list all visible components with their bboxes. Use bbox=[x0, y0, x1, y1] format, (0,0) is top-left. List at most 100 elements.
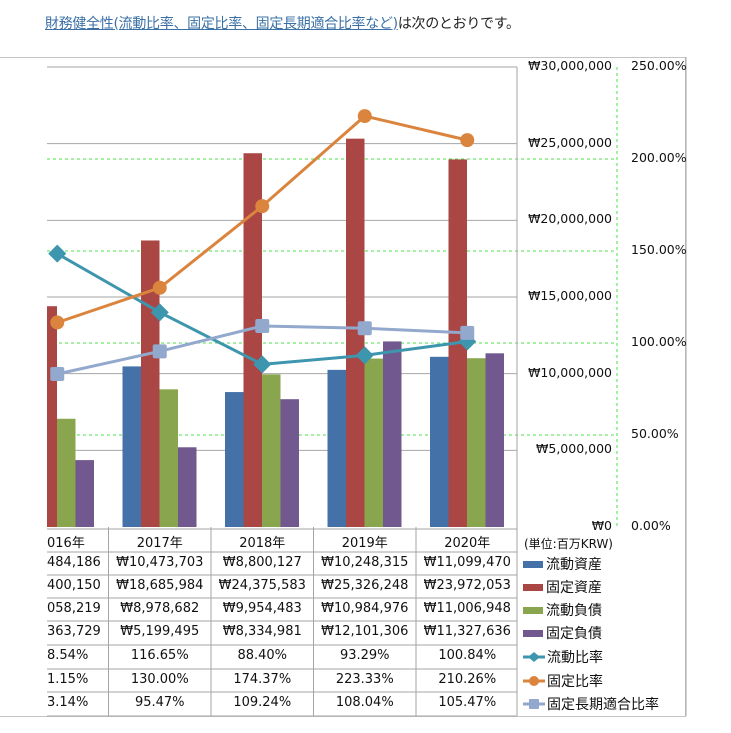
marker-circle-2017年 bbox=[152, 280, 167, 295]
marker-diamond-2019年 bbox=[355, 346, 374, 365]
legend-label: 流動資産 bbox=[546, 557, 602, 573]
table-cell: ₩8,334,981 bbox=[222, 624, 302, 639]
table-cell: ₩11,099,470 bbox=[423, 555, 511, 570]
marker-diamond-2017年 bbox=[150, 303, 169, 322]
table-cell: 363,729 bbox=[47, 624, 101, 639]
marker-square-2019年 bbox=[357, 321, 372, 336]
right-axis-tick-label: 250.00% bbox=[631, 58, 687, 73]
right-axis-tick-label: 100.00% bbox=[631, 334, 687, 349]
bar-3-2019年 bbox=[364, 358, 383, 527]
right-axis-tick-label: 50.00% bbox=[631, 426, 679, 441]
bar-2-2018年 bbox=[243, 153, 262, 527]
marker-square-2017年 bbox=[152, 344, 167, 359]
legend-item: 流動負債 bbox=[523, 600, 602, 620]
table-cell: ₩5,199,495 bbox=[120, 624, 200, 639]
table-cell: 174.37% bbox=[233, 672, 292, 687]
legend-line-diamond-icon bbox=[523, 650, 545, 664]
bar-3-2016年 bbox=[57, 418, 76, 527]
bar-3-2017年 bbox=[159, 389, 178, 527]
bar-4-2017年 bbox=[178, 447, 197, 527]
right-axis-tick-label: 150.00% bbox=[631, 242, 687, 257]
table-cell: ₩10,248,315 bbox=[321, 555, 409, 570]
legend-item: 流動比率 bbox=[523, 647, 603, 667]
bar-3-2020年 bbox=[467, 358, 486, 527]
table-cell: ₩11,006,948 bbox=[423, 601, 511, 616]
legend-line-circle-icon bbox=[523, 674, 545, 688]
table-cell: 223.33% bbox=[335, 672, 394, 687]
legend-label: 流動比率 bbox=[547, 650, 603, 666]
table-cell: ₩18,685,984 bbox=[116, 578, 204, 593]
left-axis-tick-label: ₩25,000,000 bbox=[528, 134, 612, 150]
heading-suffix: は次のとおりです。 bbox=[397, 16, 520, 32]
bar-1-2018年 bbox=[225, 392, 244, 527]
table-header-cell: 2017年 bbox=[136, 536, 183, 551]
bars-group bbox=[47, 138, 504, 528]
bar-2-2019年 bbox=[346, 138, 365, 528]
table-cell: 93.29% bbox=[339, 648, 390, 663]
left-axis-tick-label: ₩30,000,000 bbox=[528, 58, 612, 73]
table-header-cell: 016年 bbox=[47, 536, 85, 551]
legend-swatch-icon bbox=[523, 606, 543, 614]
legend-item: 固定資産 bbox=[523, 577, 602, 597]
marker-square-2018年 bbox=[255, 318, 270, 333]
table-cell: ₩8,800,127 bbox=[222, 555, 302, 570]
left-axis-tick-label: ₩10,000,000 bbox=[528, 364, 612, 380]
bar-1-2020年 bbox=[430, 356, 449, 527]
table-cell: ₩10,984,976 bbox=[321, 601, 409, 616]
legend-label: 流動負債 bbox=[546, 603, 602, 619]
table-cell: 88.40% bbox=[237, 648, 288, 663]
left-axis-tick-label: ₩15,000,000 bbox=[528, 288, 612, 303]
unit-label: (単位:百万KRW) bbox=[524, 537, 613, 551]
table-cell: 105.47% bbox=[438, 695, 497, 710]
bar-4-2020年 bbox=[485, 353, 504, 527]
left-axis-tick-label: ₩20,000,000 bbox=[528, 211, 612, 227]
bar-2-2016年 bbox=[47, 306, 57, 527]
marker-square-2016年 bbox=[50, 367, 65, 382]
bar-1-2019年 bbox=[327, 369, 346, 527]
bar-4-2019年 bbox=[383, 341, 402, 527]
legend-item: 流動資産 bbox=[523, 554, 602, 574]
bar-4-2018年 bbox=[280, 399, 299, 527]
legend-label: 固定負債 bbox=[546, 626, 602, 642]
table-cell: ₩23,972,053 bbox=[423, 578, 511, 593]
table-cell: ₩11,327,636 bbox=[423, 624, 511, 639]
marker-square-2020年 bbox=[460, 325, 475, 340]
left-axis-tick-label: ₩0 bbox=[591, 518, 612, 533]
table-cell: 8.54% bbox=[47, 648, 89, 663]
table-cell: 484,186 bbox=[47, 555, 101, 570]
legend-label: 固定長期適合比率 bbox=[547, 697, 659, 713]
table-cell: 95.47% bbox=[134, 695, 185, 710]
table-cell: ₩10,473,703 bbox=[116, 555, 204, 570]
table-cell: ₩12,101,306 bbox=[321, 624, 409, 639]
marker-diamond-2018年 bbox=[253, 355, 272, 374]
table-cell: 1.15% bbox=[47, 672, 89, 687]
table-cell: ₩8,978,682 bbox=[120, 601, 200, 616]
legend-swatch-icon bbox=[523, 560, 543, 568]
table-cell: 058,219 bbox=[47, 601, 101, 616]
legend-item: 固定負債 bbox=[523, 623, 602, 643]
right-axis-tick-label: 0.00% bbox=[631, 518, 671, 533]
financial-health-link[interactable]: 財務健全性(流動比率、固定比率、固定長期適合比率など) bbox=[45, 16, 398, 32]
marker-circle-2016年 bbox=[50, 315, 65, 330]
table-header-cell: 2019年 bbox=[341, 536, 388, 551]
table-cell: 400,150 bbox=[47, 578, 101, 593]
left-axis-tick-label: ₩5,000,000 bbox=[536, 441, 612, 457]
lines-group bbox=[48, 109, 477, 382]
legend-item: 固定比率 bbox=[523, 671, 603, 691]
table-cell: 100.84% bbox=[438, 648, 497, 663]
marker-circle-2019年 bbox=[357, 109, 372, 124]
table-cell: 108.04% bbox=[335, 695, 394, 710]
right-axis-tick-label: 200.00% bbox=[631, 150, 687, 165]
table-header-cell: 2020年 bbox=[444, 536, 491, 551]
line-series-1 bbox=[56, 252, 468, 366]
legend-label: 固定資産 bbox=[546, 580, 602, 596]
bar-1-2017年 bbox=[122, 366, 141, 527]
legend-swatch-icon bbox=[523, 629, 543, 637]
bar-3-2018年 bbox=[262, 374, 281, 527]
legend-item: 固定長期適合比率 bbox=[523, 694, 659, 714]
table-cell: 210.26% bbox=[438, 672, 497, 687]
marker-circle-2020年 bbox=[460, 133, 475, 148]
line-series-2 bbox=[56, 114, 468, 324]
marker-circle-2018年 bbox=[255, 199, 270, 214]
